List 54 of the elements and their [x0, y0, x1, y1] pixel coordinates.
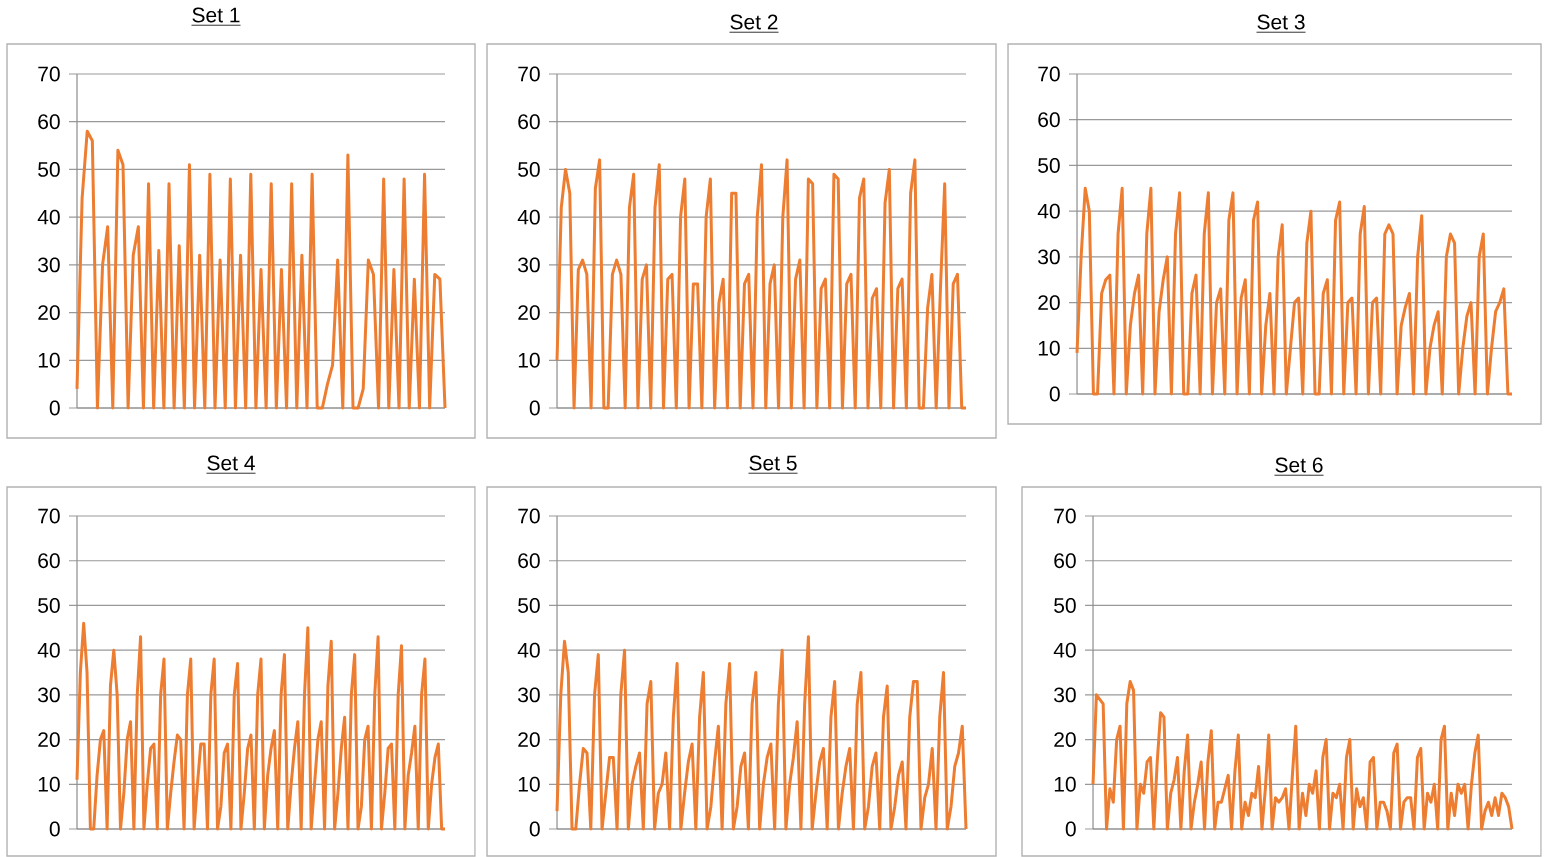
y-tick-label: 70: [38, 508, 60, 524]
y-tick-label: 70: [38, 66, 60, 82]
y-tick-label: 60: [1038, 112, 1060, 128]
y-tick-label: 20: [518, 732, 540, 748]
chart-title: Set 3: [1257, 14, 1305, 30]
chart-title: Set 6: [1275, 457, 1323, 473]
y-tick-label: 50: [38, 162, 60, 177]
y-tick-label: 0: [49, 400, 60, 416]
y-tick-label: 30: [518, 687, 540, 703]
y-tick-label: 0: [1065, 821, 1076, 837]
y-tick-label: 0: [529, 400, 540, 416]
y-tick-label: 60: [38, 114, 60, 130]
y-tick-label: 60: [518, 114, 540, 130]
y-tick-label: 20: [38, 732, 60, 748]
chart-title: Set 5: [749, 455, 797, 471]
y-tick-label: 20: [38, 305, 60, 321]
y-tick-label: 40: [1053, 642, 1076, 658]
y-tick-label: 30: [1054, 687, 1076, 703]
y-tick-label: 60: [518, 553, 540, 569]
chart-title: Set 4: [207, 455, 255, 471]
y-tick-label: 50: [518, 598, 540, 613]
y-tick-label: 50: [38, 598, 60, 613]
y-tick-label: 10: [38, 352, 60, 368]
y-tick-label: 40: [37, 642, 60, 658]
y-tick-label: 60: [1054, 553, 1076, 569]
chart-title: Set 1: [192, 7, 240, 23]
y-tick-label: 40: [1037, 203, 1060, 219]
y-tick-label: 10: [38, 776, 60, 792]
y-tick-label: 10: [1054, 776, 1076, 792]
y-tick-label: 20: [1054, 732, 1076, 748]
y-tick-label: 20: [1038, 295, 1060, 311]
y-tick-label: 70: [1038, 66, 1060, 82]
y-tick-label: 70: [518, 508, 540, 524]
y-tick-label: 0: [529, 821, 540, 837]
y-tick-label: 30: [38, 257, 60, 273]
y-tick-label: 40: [517, 209, 540, 225]
y-tick-label: 10: [1038, 340, 1060, 356]
y-tick-label: 50: [518, 162, 540, 177]
chart-title: Set 2: [730, 14, 778, 30]
y-tick-label: 0: [49, 821, 60, 837]
y-tick-label: 20: [518, 305, 540, 321]
y-tick-label: 30: [518, 257, 540, 273]
y-tick-label: 70: [1054, 508, 1076, 524]
y-tick-label: 50: [1038, 158, 1060, 173]
y-tick-label: 40: [517, 642, 540, 658]
y-tick-label: 10: [518, 776, 540, 792]
y-tick-label: 30: [1038, 249, 1060, 265]
y-tick-label: 30: [38, 687, 60, 703]
y-tick-label: 50: [1054, 598, 1076, 613]
y-tick-label: 40: [37, 209, 60, 225]
y-tick-label: 10: [518, 352, 540, 368]
y-tick-label: 70: [518, 66, 540, 82]
y-tick-label: 0: [1049, 386, 1060, 402]
y-tick-label: 60: [38, 553, 60, 569]
